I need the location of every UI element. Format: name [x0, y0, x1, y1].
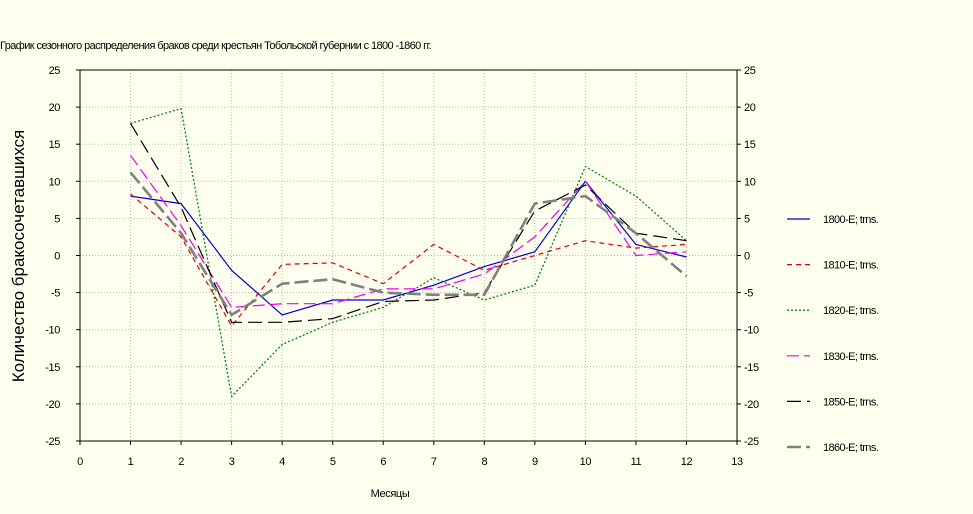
y-tick-label-left: 25 [49, 65, 61, 77]
y-tick-label-left: -20 [45, 399, 60, 411]
y-tick-label-right: 25 [744, 65, 756, 77]
y-tick-label-right: 0 [744, 251, 750, 263]
x-tick-label: 12 [681, 456, 693, 468]
y-tick-label-left: 5 [54, 213, 60, 225]
x-tick-label: 0 [77, 456, 83, 468]
legend-label-5: 1850-E; trns. [823, 396, 879, 408]
x-tick-label: 4 [279, 456, 285, 468]
y-tick-label-right: -10 [744, 325, 759, 337]
x-tick-label: 3 [229, 456, 235, 468]
y-tick-label-right: 5 [744, 213, 750, 225]
y-axis-label: Количество бракосочетавшихся [9, 130, 28, 383]
axis-ticks: 0 1 2 3 4 5 6 7 8 9 10 11 12 13-25 -25-20 -20-15 -15-10-… [45, 65, 759, 468]
x-axis-label: Месяцы [371, 488, 410, 500]
series-line-6 [129, 171, 688, 317]
series-line-2 [130, 193, 687, 327]
y-tick-label-left: 20 [49, 102, 61, 114]
y-tick-label-left: 0 [54, 251, 60, 263]
y-tick-label-left: -10 [45, 325, 60, 337]
grid [80, 70, 737, 441]
y-tick-label-right: -15 [744, 362, 759, 374]
y-tick-label-left: -25 [45, 436, 60, 448]
y-tick-label-right: -25 [744, 436, 759, 448]
x-tick-label: 6 [380, 456, 386, 468]
y-tick-label-left: 10 [49, 176, 61, 188]
x-tick-label: 7 [431, 456, 437, 468]
legend-label-6: 1860-E; trns. [823, 442, 879, 454]
series-line-4 [130, 154, 687, 308]
chart-title: График сезонного распределения браков ср… [0, 40, 432, 52]
legend-label-3: 1820-E; trns. [823, 305, 879, 317]
y-tick-label-left: 15 [49, 139, 61, 151]
legend-label-1: 1800-E; trns. [823, 214, 879, 226]
y-tick-label-left: -5 [51, 288, 60, 300]
legend-label-4: 1830-E; trns. [823, 351, 879, 363]
y-tick-label-right: -20 [744, 399, 759, 411]
series-lines [129, 107, 688, 398]
x-tick-label: 1 [128, 456, 134, 468]
series-line-3 [130, 107, 687, 398]
legend-label-2: 1810-E; trns. [823, 260, 879, 272]
y-tick-label-right: 10 [744, 176, 756, 188]
y-tick-label-left: -15 [45, 362, 60, 374]
y-tick-label-right: 20 [744, 102, 756, 114]
x-tick-label: 2 [178, 456, 184, 468]
x-tick-label: 11 [631, 456, 642, 468]
x-tick-label: 8 [481, 456, 487, 468]
x-tick-label: 9 [532, 456, 538, 468]
x-tick-label: 13 [731, 456, 743, 468]
x-tick-label: 10 [580, 456, 592, 468]
y-tick-label-right: -5 [744, 288, 753, 300]
x-tick-label: 5 [330, 456, 336, 468]
legend: 1800-E; trns. 1810-E; trns. 1820-E; trns. 1… [787, 214, 879, 454]
y-tick-label-right: 15 [744, 139, 756, 151]
